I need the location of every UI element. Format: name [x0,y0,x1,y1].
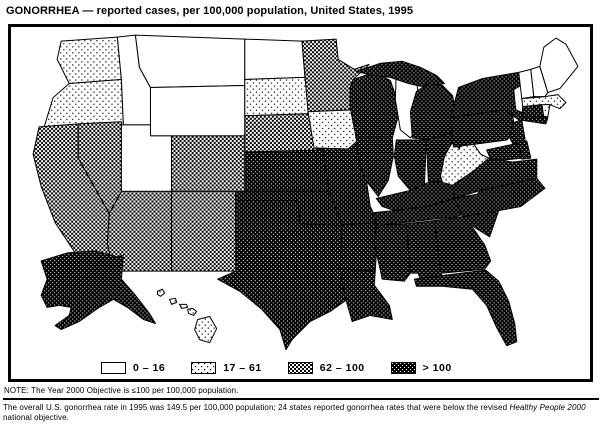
state-ct [521,104,545,118]
state-nc [454,177,546,218]
footer-text-before: The overall U.S. gonorrhea rate in 1995 … [3,403,510,412]
state-ny [450,71,549,125]
state-fl [413,269,518,347]
legend-swatch-0-16 [101,362,126,374]
us-choropleth-map [32,34,579,351]
note-text: NOTE: The Year 2000 Objective is ≤100 pe… [4,386,239,395]
legend-item-17-61: 17 – 61 [191,362,262,374]
state-il [355,137,394,197]
state-hi-big-island [194,315,218,344]
state-ar [339,222,379,272]
state-hi-maui [187,307,198,316]
state-la [339,268,393,323]
footer-text: The overall U.S. gonorrhea rate in 1995 … [3,403,599,424]
horizontal-divider [3,398,599,400]
state-mi-upper-peninsula [355,60,445,89]
legend-label-17-61: 17 – 61 [223,362,262,374]
state-or [43,78,124,128]
state-sd [244,76,310,117]
legend-swatch-62-100 [287,362,313,374]
map-legend: 0 – 16 17 – 61 62 – 100 > 100 [101,362,478,374]
legend-item-62-100: 62 – 100 [287,362,365,374]
state-mi-lower-peninsula [409,82,458,142]
state-co [171,135,246,192]
legend-label-0-16: 0 – 16 [133,362,166,374]
state-wv [439,134,490,186]
state-me [539,37,579,94]
page-title: GONORRHEA — reported cases, per 100,000 … [6,5,414,17]
state-mt [134,34,246,89]
legend-label-over-100: > 100 [422,362,452,374]
state-ks [244,149,330,192]
footer-text-after: national objective. [3,413,69,423]
state-nd [244,38,306,80]
state-tx [217,199,351,351]
state-de [518,140,532,160]
footer-text-italic: Healthy People 2000 [509,403,586,412]
state-md [486,142,523,161]
state-in [393,139,427,191]
state-ms [373,223,411,282]
state-nm [171,190,237,272]
legend-swatch-17-61 [191,362,217,374]
state-wa [56,36,122,84]
state-ak [40,250,157,331]
state-hi-molokai [179,303,189,309]
state-hi-oahu [169,297,178,305]
state-nh [530,65,549,98]
legend-swatch-over-100 [390,362,416,374]
state-wy [149,84,246,137]
legend-label-62-100: 62 – 100 [319,362,365,374]
legend-item-0-16: 0 – 16 [101,362,165,374]
map-frame: 0 – 16 17 – 61 62 – 100 > 100 [8,24,593,382]
state-hi-kauai [157,288,166,297]
state-wi [349,71,399,139]
state-ri [541,104,551,118]
legend-item-over-100: > 100 [390,362,452,374]
